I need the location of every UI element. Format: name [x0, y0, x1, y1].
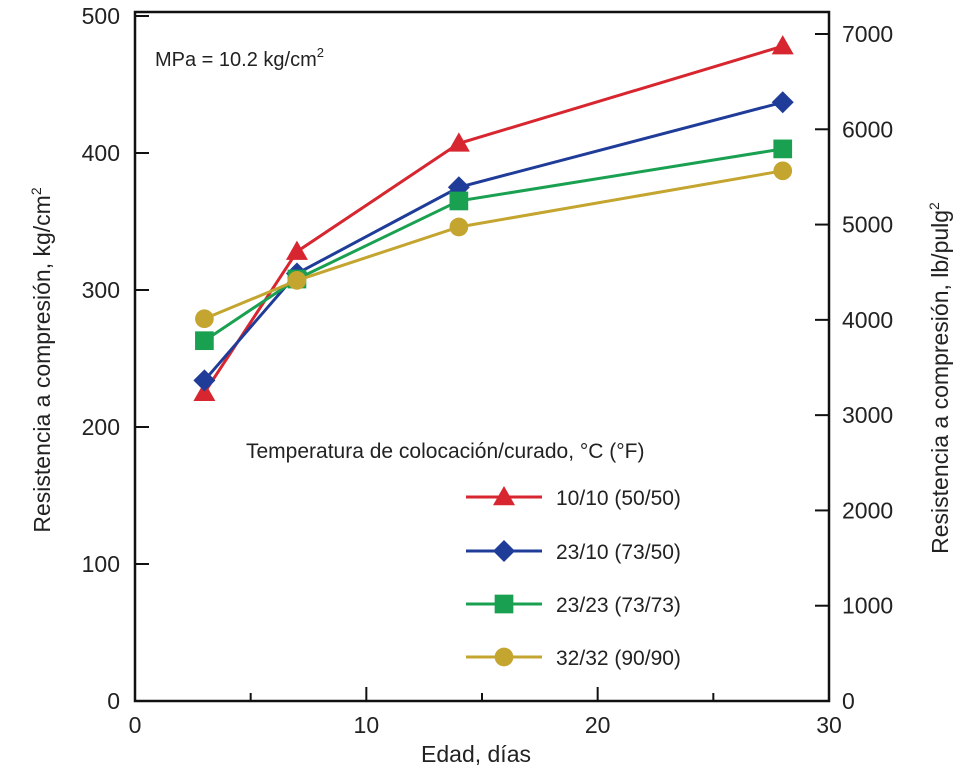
y-right-tick-label: 0 — [842, 688, 855, 714]
legend-item: 23/10 (73/50) — [466, 540, 681, 564]
series-line — [203, 100, 784, 382]
y-right-tick-label: 2000 — [842, 497, 893, 523]
triangle-marker — [771, 35, 794, 55]
circle-marker — [773, 161, 793, 181]
x-tick-label: 0 — [129, 712, 142, 738]
circle-marker — [494, 647, 514, 667]
x-tick-label: 10 — [354, 712, 380, 738]
circle-marker — [287, 271, 307, 290]
triangle-marker — [447, 132, 470, 152]
diamond-marker — [493, 540, 515, 562]
y-left-tick-label: 400 — [82, 140, 120, 166]
series-1 — [193, 35, 794, 401]
square-marker — [449, 191, 469, 211]
legend-item: 23/23 (73/73) — [466, 594, 681, 617]
square-marker — [494, 594, 514, 614]
y-left-axis-title: Resistencia a compresión, kg/cm2 — [28, 187, 55, 532]
series-line — [203, 44, 784, 394]
diamond-marker — [193, 369, 216, 392]
triangle-marker — [285, 240, 308, 260]
x-tick-label: 20 — [585, 712, 611, 738]
y-right-tick-label: 4000 — [842, 307, 893, 333]
y-left-axis-ticks: 0 100 200 300 400 500 — [82, 3, 149, 714]
plot-frame — [133, 10, 831, 703]
y-right-tick-label: 5000 — [842, 212, 893, 238]
y-right-axis-ticks: 0 1000 2000 3000 4000 5000 6000 7000 — [815, 21, 893, 714]
y-right-tick-label: 1000 — [842, 593, 893, 619]
legend: 10/10 (50/50) 23/10 (73/50) 23/23 (73/73) 3… — [466, 486, 681, 670]
series-3 — [195, 139, 793, 351]
y-left-tick-label: 500 — [82, 3, 120, 29]
legend-label: 10/10 (50/50) — [556, 487, 681, 510]
circle-marker — [449, 217, 469, 237]
y-left-tick-label: 0 — [107, 688, 120, 714]
y-left-tick-label: 200 — [82, 414, 120, 440]
mpa-conversion-note: MPa = 10.2 kg/cm2 — [155, 45, 324, 71]
x-tick-label: 30 — [816, 712, 842, 738]
series-group — [193, 35, 794, 401]
y-right-axis-title: Resistencia a compresión, lb/pulg2 — [926, 202, 953, 554]
legend-item: 10/10 (50/50) — [466, 486, 681, 510]
series-line — [203, 169, 783, 321]
x-axis-ticks: 0 10 20 30 — [129, 687, 842, 738]
y-right-tick-label: 6000 — [842, 116, 893, 142]
series-4 — [195, 161, 793, 329]
square-marker — [195, 331, 214, 351]
square-marker — [773, 139, 793, 159]
y-right-tick-label: 3000 — [842, 402, 893, 428]
series-2 — [193, 91, 794, 392]
y-left-tick-label: 100 — [82, 551, 120, 577]
circle-marker — [195, 309, 214, 329]
triangle-marker — [493, 486, 515, 506]
y-right-tick-label: 7000 — [842, 21, 893, 47]
legend-label: 32/32 (90/90) — [556, 647, 681, 670]
legend-item: 32/32 (90/90) — [466, 647, 681, 670]
diamond-marker — [771, 91, 794, 114]
series-line — [203, 147, 783, 342]
legend-title: Temperatura de colocación/curado, °C (°F… — [246, 440, 644, 463]
x-axis-title: Edad, días — [421, 741, 531, 767]
y-left-tick-label: 300 — [82, 277, 120, 303]
legend-label: 23/23 (73/73) — [556, 594, 681, 617]
legend-label: 23/10 (73/50) — [556, 541, 681, 564]
